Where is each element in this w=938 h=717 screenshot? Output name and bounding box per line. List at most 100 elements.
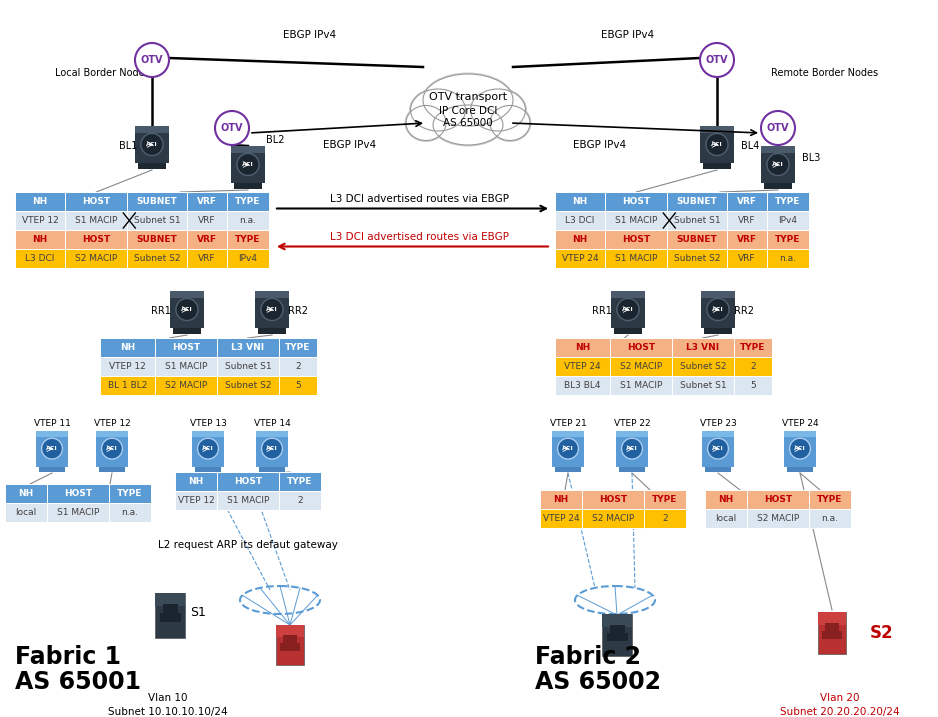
Text: HOST: HOST xyxy=(622,235,650,244)
Text: IP Core DCI: IP Core DCI xyxy=(439,106,497,116)
Circle shape xyxy=(700,43,734,77)
FancyBboxPatch shape xyxy=(701,298,735,328)
Circle shape xyxy=(706,133,728,156)
FancyBboxPatch shape xyxy=(784,437,816,467)
FancyBboxPatch shape xyxy=(610,625,625,635)
FancyBboxPatch shape xyxy=(727,249,767,268)
Text: BL 1 BL2: BL 1 BL2 xyxy=(108,381,147,390)
FancyBboxPatch shape xyxy=(667,192,727,211)
Ellipse shape xyxy=(404,104,447,142)
FancyBboxPatch shape xyxy=(5,484,47,503)
FancyBboxPatch shape xyxy=(279,376,317,395)
Text: VTEP 12: VTEP 12 xyxy=(22,216,58,225)
Text: BL3 BL4: BL3 BL4 xyxy=(565,381,600,390)
Text: RR2: RR2 xyxy=(734,306,754,316)
FancyBboxPatch shape xyxy=(644,490,686,509)
FancyBboxPatch shape xyxy=(705,467,731,472)
Text: Subnet S2: Subnet S2 xyxy=(225,381,271,390)
FancyBboxPatch shape xyxy=(109,484,151,503)
Text: VTEP 13: VTEP 13 xyxy=(189,419,226,429)
FancyBboxPatch shape xyxy=(605,192,667,211)
FancyBboxPatch shape xyxy=(109,503,151,522)
Circle shape xyxy=(41,438,63,459)
FancyBboxPatch shape xyxy=(700,133,734,163)
FancyBboxPatch shape xyxy=(667,211,727,230)
FancyBboxPatch shape xyxy=(764,184,792,189)
Text: local: local xyxy=(15,508,37,517)
Text: VTEP 24: VTEP 24 xyxy=(562,254,598,263)
Text: VTEP 21: VTEP 21 xyxy=(550,419,586,429)
FancyBboxPatch shape xyxy=(761,146,795,153)
FancyBboxPatch shape xyxy=(5,503,47,522)
Text: ACI: ACI xyxy=(106,446,118,451)
Text: L2 request ARP its defaut gateway: L2 request ARP its defaut gateway xyxy=(159,540,338,550)
Circle shape xyxy=(557,438,579,459)
FancyBboxPatch shape xyxy=(667,249,727,268)
FancyBboxPatch shape xyxy=(96,437,128,467)
FancyBboxPatch shape xyxy=(195,467,220,472)
FancyBboxPatch shape xyxy=(47,484,109,503)
FancyBboxPatch shape xyxy=(555,376,610,395)
Text: IPv4: IPv4 xyxy=(238,254,258,263)
Text: VTEP 24: VTEP 24 xyxy=(564,362,601,371)
FancyBboxPatch shape xyxy=(672,376,734,395)
FancyBboxPatch shape xyxy=(155,592,185,637)
Text: VTEP 24: VTEP 24 xyxy=(781,419,818,429)
FancyBboxPatch shape xyxy=(187,230,227,249)
Text: AS 65000: AS 65000 xyxy=(443,118,492,128)
Text: VRF: VRF xyxy=(737,197,757,206)
Text: 5: 5 xyxy=(295,381,301,390)
FancyBboxPatch shape xyxy=(644,509,686,528)
FancyBboxPatch shape xyxy=(705,490,747,509)
FancyBboxPatch shape xyxy=(255,291,289,298)
FancyBboxPatch shape xyxy=(47,503,109,522)
Text: VTEP 22: VTEP 22 xyxy=(613,419,650,429)
Text: 2: 2 xyxy=(750,362,756,371)
Ellipse shape xyxy=(469,87,527,133)
FancyBboxPatch shape xyxy=(65,249,127,268)
FancyBboxPatch shape xyxy=(702,431,734,437)
FancyBboxPatch shape xyxy=(15,230,65,249)
Text: TYPE: TYPE xyxy=(235,197,261,206)
Text: HOST: HOST xyxy=(627,343,655,352)
FancyBboxPatch shape xyxy=(227,230,269,249)
FancyBboxPatch shape xyxy=(155,592,185,606)
Text: L3 DCI advertised routes via EBGP: L3 DCI advertised routes via EBGP xyxy=(330,194,509,204)
FancyBboxPatch shape xyxy=(540,490,582,509)
FancyBboxPatch shape xyxy=(187,211,227,230)
FancyBboxPatch shape xyxy=(667,230,727,249)
Text: TYPE: TYPE xyxy=(285,343,310,352)
Text: BL4: BL4 xyxy=(741,141,760,151)
FancyBboxPatch shape xyxy=(602,614,632,627)
Text: Vlan 10: Vlan 10 xyxy=(148,693,188,703)
Text: ACI: ACI xyxy=(181,307,193,312)
Text: local: local xyxy=(716,514,736,523)
FancyBboxPatch shape xyxy=(279,491,321,510)
Circle shape xyxy=(135,43,169,77)
FancyBboxPatch shape xyxy=(614,328,642,333)
Text: TYPE: TYPE xyxy=(740,343,765,352)
FancyBboxPatch shape xyxy=(809,490,851,509)
Text: Local Border Nodes: Local Border Nodes xyxy=(55,68,150,78)
Text: BL3: BL3 xyxy=(802,153,821,163)
Text: 2: 2 xyxy=(662,514,668,523)
FancyBboxPatch shape xyxy=(99,467,125,472)
FancyBboxPatch shape xyxy=(127,230,187,249)
Text: S2 MACIP: S2 MACIP xyxy=(757,514,799,523)
Text: SUBNET: SUBNET xyxy=(676,197,718,206)
Text: L3 DCI: L3 DCI xyxy=(566,216,595,225)
Text: TYPE: TYPE xyxy=(235,235,261,244)
FancyBboxPatch shape xyxy=(672,338,734,357)
Text: Vlan 20: Vlan 20 xyxy=(820,693,860,703)
Circle shape xyxy=(707,298,729,320)
Ellipse shape xyxy=(406,105,446,141)
Text: AS 65001: AS 65001 xyxy=(15,670,141,694)
FancyBboxPatch shape xyxy=(187,192,227,211)
Text: ACI: ACI xyxy=(772,162,784,167)
Text: S1 MACIP: S1 MACIP xyxy=(165,362,207,371)
Text: Subnet S2: Subnet S2 xyxy=(673,254,720,263)
FancyBboxPatch shape xyxy=(279,472,321,491)
Text: Remote Border Nodes: Remote Border Nodes xyxy=(771,68,878,78)
FancyBboxPatch shape xyxy=(825,622,839,633)
Text: ACI: ACI xyxy=(627,446,638,451)
